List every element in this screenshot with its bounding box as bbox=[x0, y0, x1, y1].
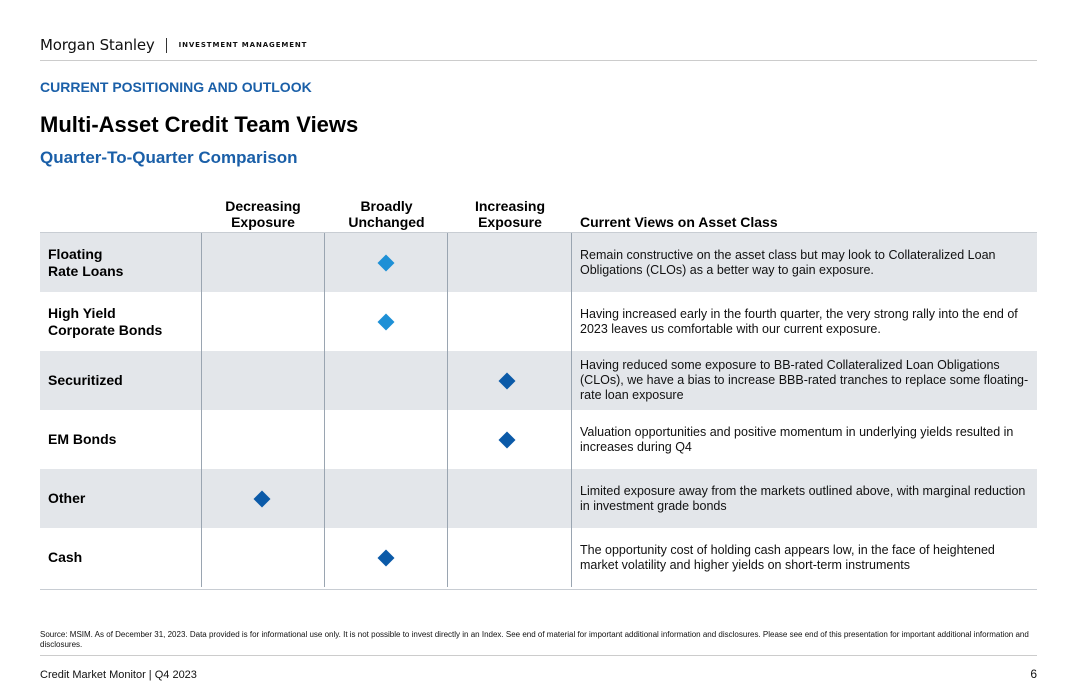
column-divider bbox=[201, 469, 202, 528]
column-divider bbox=[201, 528, 202, 587]
asset-class-view: Valuation opportunities and positive mom… bbox=[580, 410, 1030, 469]
page-subtitle: Quarter-To-Quarter Comparison bbox=[40, 148, 298, 167]
column-divider bbox=[447, 292, 448, 351]
asset-class-view-text: Limited exposure away from the markets o… bbox=[580, 483, 1026, 513]
column-header-decreasing: Decreasing Exposure bbox=[201, 198, 325, 230]
table-row: Securitized Having reduced some exposure … bbox=[40, 351, 1037, 410]
column-divider bbox=[571, 292, 572, 351]
column-header-views: Current Views on Asset Class bbox=[580, 214, 778, 230]
column-divider bbox=[201, 233, 202, 292]
asset-class-view: The opportunity cost of holding cash app… bbox=[580, 528, 1030, 587]
column-divider bbox=[571, 233, 572, 292]
column-divider bbox=[324, 233, 325, 292]
column-header-line: Exposure bbox=[231, 214, 295, 230]
column-header-line: Unchanged bbox=[348, 214, 425, 230]
asset-class-view: Having increased early in the fourth qua… bbox=[580, 292, 1030, 351]
asset-class-label-line: Corporate Bonds bbox=[48, 321, 163, 338]
position-marker-diamond-icon bbox=[498, 431, 516, 448]
asset-class-label-line: Securitized bbox=[48, 372, 123, 388]
table-row: Cash The opportunity cost of holding cash… bbox=[40, 528, 1037, 587]
column-divider bbox=[571, 410, 572, 469]
column-divider bbox=[324, 469, 325, 528]
views-table: Floating Rate Loans Remain constructive on… bbox=[40, 232, 1037, 587]
position-marker-diamond-icon bbox=[377, 549, 395, 566]
column-header-line: Broadly bbox=[360, 198, 413, 214]
column-divider bbox=[201, 292, 202, 351]
asset-class-label-line: EM Bonds bbox=[48, 431, 117, 447]
table-row: Floating Rate Loans Remain constructive on… bbox=[40, 233, 1037, 292]
asset-class-view: Having reduced some exposure to BB-rated… bbox=[580, 351, 1030, 410]
position-marker-diamond-icon bbox=[253, 490, 271, 507]
table-row: EM Bonds Valuation opportunities and posi… bbox=[40, 410, 1037, 469]
asset-class-label: High Yield Corporate Bonds bbox=[48, 292, 198, 351]
page-number: 6 bbox=[1030, 667, 1037, 681]
column-divider bbox=[324, 528, 325, 587]
column-divider bbox=[571, 469, 572, 528]
position-marker-diamond-icon bbox=[377, 313, 395, 330]
asset-class-view: Limited exposure away from the markets o… bbox=[580, 469, 1030, 528]
logo-divider bbox=[165, 37, 167, 53]
footer-divider bbox=[40, 655, 1037, 656]
asset-class-label: Cash bbox=[48, 528, 198, 587]
position-marker-diamond-icon bbox=[377, 254, 395, 271]
column-header-line: Increasing bbox=[474, 198, 546, 214]
column-divider bbox=[201, 410, 202, 469]
table-top-border bbox=[40, 232, 1037, 233]
asset-class-view: Remain constructive on the asset class b… bbox=[580, 233, 1030, 292]
asset-class-label: EM Bonds bbox=[48, 410, 198, 469]
asset-class-view-text: Having increased early in the fourth qua… bbox=[580, 306, 1018, 336]
asset-class-view-text: Having reduced some exposure to BB-rated… bbox=[580, 358, 1029, 402]
footer-title: Credit Market Monitor | Q4 2023 bbox=[40, 669, 197, 681]
division-name: INVESTMENT MANAGEMENT bbox=[178, 41, 308, 49]
asset-class-label-line: Other bbox=[48, 490, 86, 506]
column-divider bbox=[571, 528, 572, 587]
page-title: Multi-Asset Credit Team Views bbox=[40, 112, 359, 137]
column-divider bbox=[447, 410, 448, 469]
asset-class-label-line: Cash bbox=[48, 549, 83, 565]
column-divider bbox=[447, 233, 448, 292]
asset-class-label-line: Floating bbox=[48, 245, 103, 262]
asset-class-label: Other bbox=[48, 469, 198, 528]
asset-class-view-text: Valuation opportunities and positive mom… bbox=[580, 424, 1014, 454]
brand-logo: Morgan Stanley INVESTMENT MANAGEMENT bbox=[40, 35, 307, 55]
table-row: Other Limited exposure away from the mark… bbox=[40, 469, 1037, 528]
column-header-unchanged: Broadly Unchanged bbox=[325, 198, 448, 230]
table-bottom-border bbox=[40, 589, 1037, 590]
asset-class-view-text: Remain constructive on the asset class b… bbox=[580, 247, 996, 277]
column-divider bbox=[571, 351, 572, 410]
asset-class-label: Securitized bbox=[48, 351, 198, 410]
column-divider bbox=[324, 351, 325, 410]
column-divider bbox=[447, 469, 448, 528]
brand-name: Morgan Stanley bbox=[40, 36, 155, 54]
column-header-line: Decreasing bbox=[225, 198, 301, 214]
column-header-line: Exposure bbox=[478, 214, 542, 230]
column-divider bbox=[447, 528, 448, 587]
asset-class-label-line: Rate Loans bbox=[48, 262, 124, 279]
column-divider bbox=[324, 292, 325, 351]
column-divider bbox=[324, 410, 325, 469]
table-row: High Yield Corporate Bonds Having increase… bbox=[40, 292, 1037, 351]
source-note: Source: MSIM. As of December 31, 2023. D… bbox=[40, 630, 1029, 649]
header-divider bbox=[40, 60, 1037, 61]
asset-class-view-text: The opportunity cost of holding cash app… bbox=[580, 542, 995, 572]
position-marker-diamond-icon bbox=[498, 372, 516, 389]
column-divider bbox=[201, 351, 202, 410]
asset-class-label-line: High Yield bbox=[48, 304, 116, 321]
column-divider bbox=[447, 351, 448, 410]
column-header-increasing: Increasing Exposure bbox=[448, 198, 572, 230]
section-label: CURRENT POSITIONING AND OUTLOOK bbox=[40, 79, 312, 95]
asset-class-label: Floating Rate Loans bbox=[48, 233, 198, 292]
